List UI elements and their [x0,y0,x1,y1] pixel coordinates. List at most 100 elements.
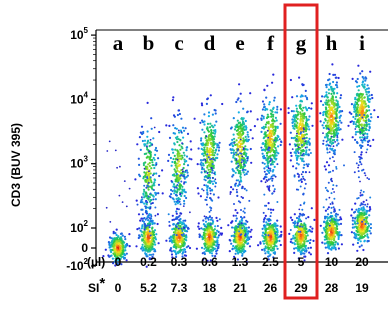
pos-point-d [200,142,203,145]
pos-point-c [185,160,188,163]
neg-point-h [327,234,330,237]
neg-point-c [170,235,173,238]
pos-point-c [176,113,179,117]
neg-point-d [207,247,210,250]
smear-point-g [298,215,301,218]
neg-point-g [307,216,310,219]
pos-point-c [181,147,184,150]
neg-point-a [112,238,115,241]
neg-point-c [176,241,179,244]
pos-point-b [138,175,142,178]
pos-point-f [272,115,275,118]
outlier-point-i [357,166,359,169]
smear-point-b [150,220,153,223]
smear-point-b [154,206,157,209]
pos-point-f [272,128,275,132]
smear-point-g [298,179,300,182]
neg-point-c [177,232,180,235]
pos-point-d [205,142,208,145]
pos-point-g [305,163,308,166]
pos-point-f [275,119,278,122]
smear-point-i [367,118,370,121]
pos-point-d [211,150,214,153]
outlier-point-i [365,199,368,202]
pos-point-h [328,72,331,76]
si-value-e: 21 [233,281,247,295]
neg-point-e [232,244,235,248]
neg-point-b [142,220,146,223]
neg-point-e [235,217,238,220]
outlier-point-b [149,138,152,141]
smear-point-h [337,124,340,126]
pos-point-g [301,124,304,127]
y-tick-label: 105 [70,26,88,42]
pos-point-c [183,226,186,229]
neg-point-i [369,232,372,235]
pos-point-h [340,121,343,124]
outlier-point-f [267,167,270,170]
neg-point-e [241,254,244,257]
neg-point-e [240,223,243,226]
neg-point-a [111,248,114,251]
pos-point-i [360,151,363,154]
neg-point-c [176,228,179,232]
neg-point-i [367,222,370,225]
smear-point-g [304,182,307,185]
neg-point-e [242,234,245,237]
outlier-point-b [151,144,154,146]
neg-point-i [368,206,371,209]
smear-point-c [176,199,179,202]
neg-point-g [309,238,312,242]
pos-point-h [333,131,336,134]
pos-point-h [337,121,340,124]
pos-point-d [218,141,221,144]
pos-point-h [333,73,337,76]
pos-point-d [200,171,203,174]
neg-point-d [214,255,217,258]
pos-point-h [331,117,335,120]
smear-point-b [144,211,147,214]
pos-point-h [322,103,325,106]
outlier-point-h [328,151,331,154]
neg-point-b [155,233,158,236]
smear-point-g [296,162,298,165]
neg-point-h [329,233,332,236]
neg-point-h [327,206,330,209]
neg-point-f [278,239,281,242]
pos-point-i [363,100,366,103]
pos-point-f [276,111,279,114]
neg-point-d [216,239,219,242]
pos-point-g [292,137,295,140]
smear-point-g [303,201,306,204]
pos-point-c [174,180,177,183]
pos-point-e [238,83,241,86]
pos-point-i [359,92,362,96]
pos-point-b [142,177,145,180]
pos-point-i [356,101,359,105]
neg-point-b [154,243,157,246]
pos-point-d [207,174,210,177]
pos-point-e [231,144,234,147]
pos-point-b [150,117,153,120]
neg-point-d [209,245,212,248]
neg-point-c [171,228,174,231]
pos-point-e [241,118,244,121]
pos-point-i [363,96,366,99]
pos-point-g [306,143,309,146]
smear-point-i [369,196,372,199]
outlier-point-e [235,159,238,161]
pos-point-h [328,112,331,116]
pos-point-h [330,119,334,122]
smear-point-e [239,234,242,236]
pos-point-b [147,206,150,209]
neg-point-f [267,258,270,261]
smear-point-f [269,215,272,218]
neg-point-a [118,240,121,243]
pos-point-i [365,128,368,131]
smear-point-i [359,158,361,161]
neg-point-c [186,230,189,233]
pos-point-b [153,158,156,161]
pos-point-e [245,138,248,141]
pos-point-h [333,105,336,108]
pos-point-i [354,133,357,136]
